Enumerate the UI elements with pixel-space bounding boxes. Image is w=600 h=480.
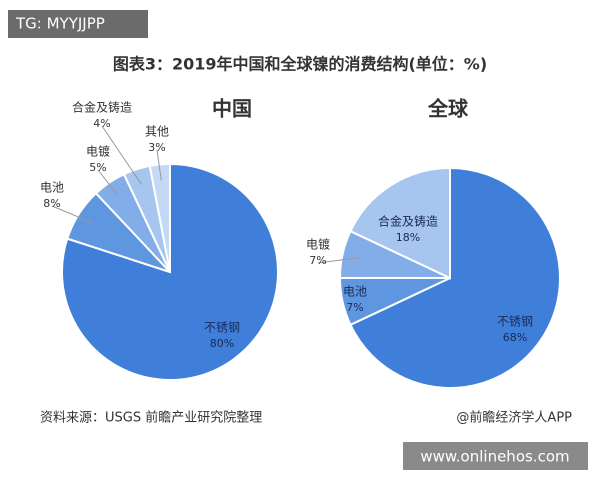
leader-line <box>156 149 162 181</box>
slice-label: 电镀 <box>86 145 110 159</box>
pie-slice <box>349 166 561 389</box>
source: 资料来源：USGS 前瞻产业研究院整理 <box>40 410 262 426</box>
pie-slice <box>61 162 279 381</box>
slice-label: 其他 <box>145 125 169 139</box>
value-label: 8% <box>43 197 60 210</box>
leader-line <box>51 205 93 224</box>
value-label: 7% <box>346 301 363 314</box>
tag: TG: MYYJJPP <box>15 15 105 33</box>
slice-label: 电池 <box>40 181 64 195</box>
pie-title: 全球 <box>427 97 469 121</box>
leader-line <box>97 169 119 197</box>
value-label: 5% <box>89 161 106 174</box>
pie-slice <box>349 166 451 280</box>
value-label: 18% <box>396 231 420 244</box>
leader-line <box>101 125 143 185</box>
pie-title: 中国 <box>212 97 252 121</box>
slice-label: 电镀 <box>306 238 330 252</box>
slice-label: 不锈钢 <box>497 315 533 329</box>
chart-title: 图表3：2019年中国和全球镍的消费结构(单位：%) <box>113 55 487 74</box>
slice-label: 电池 <box>343 285 367 299</box>
slice-label: 合金及铸造 <box>72 100 132 115</box>
credit: @前瞻经济学人APP <box>456 410 572 426</box>
value-label: 68% <box>503 331 527 344</box>
value-label: 7% <box>309 254 326 267</box>
slice-label: 不锈钢 <box>204 321 240 335</box>
value-label: 4% <box>93 117 110 130</box>
watermark-box <box>403 442 588 470</box>
value-label: 3% <box>148 141 165 154</box>
watermark: www.onlinehos.com <box>420 448 569 466</box>
value-label: 80% <box>210 337 234 350</box>
slice-label: 合金及铸造 <box>378 214 438 229</box>
pie-slice <box>148 162 171 273</box>
tag-box <box>8 10 148 38</box>
leader-line <box>317 257 359 264</box>
